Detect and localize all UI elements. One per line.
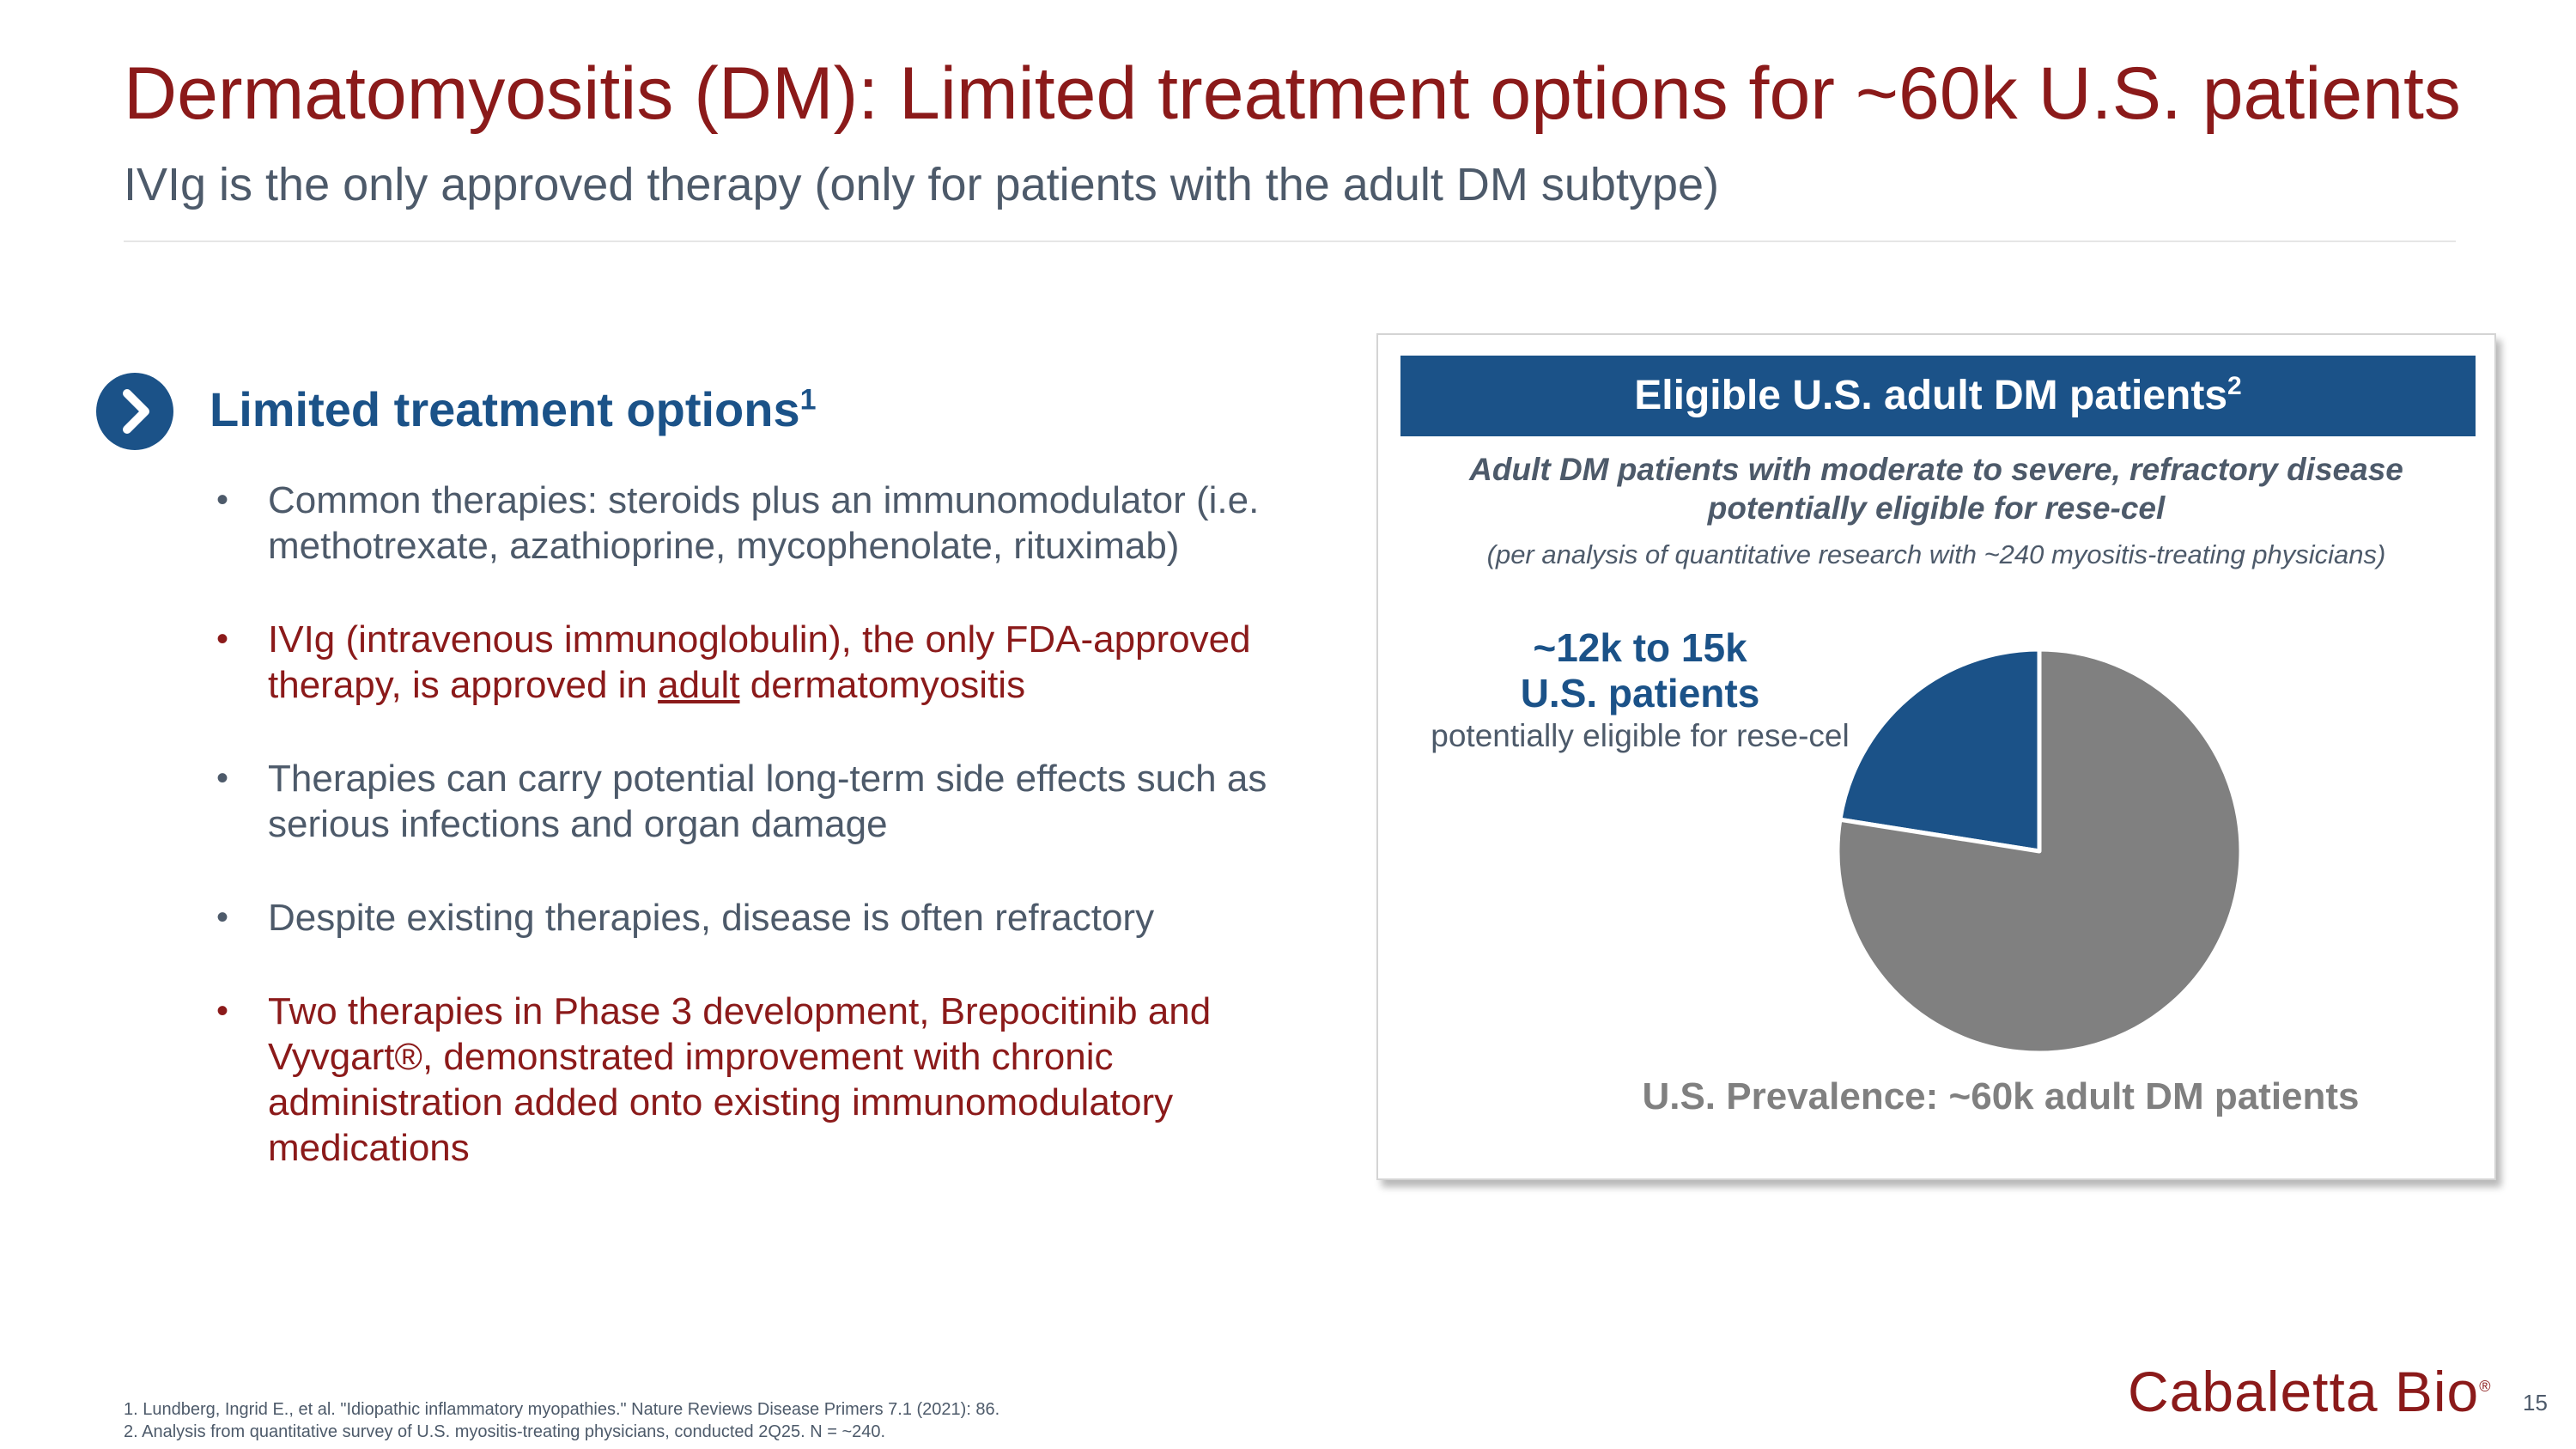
bullet-item: • Despite existing therapies, disease is… [216,895,1333,941]
bullet-text: Despite existing therapies, disease is o… [268,897,1155,939]
pie-chart [1835,647,2244,1056]
bullet-item: • Two therapies in Phase 3 development, … [216,989,1333,1171]
underlined-word: adult [658,664,740,706]
bullet-dot: • [216,620,229,658]
page-subtitle: IVIg is the only approved therapy (only … [124,159,1719,210]
panel-header-text: Eligible U.S. adult DM patients [1634,373,2228,418]
eligible-callout: ~12k to 15k U.S. patients potentially el… [1395,625,1885,756]
bullet-text: IVIg (intravenous immunoglobulin), the o… [268,618,1251,706]
logo-mark: ® [2479,1378,2492,1395]
pie-slice-1 [1838,647,2042,854]
footnotes: 1. Lundberg, Ingrid E., et al. "Idiopath… [124,1398,999,1443]
bullet-text: Two therapies in Phase 3 development, Br… [268,990,1212,1169]
footnote-ref: 1 [799,383,817,417]
page-title: Dermatomyositis (DM): Limited treatment … [124,52,2461,135]
chevron-right-circle-icon [96,373,173,450]
footnote-2: 2. Analysis from quantitative survey of … [124,1422,886,1441]
bullet-dot: • [216,992,229,1030]
bullet-dot: • [216,481,229,519]
footnote-1: 1. Lundberg, Ingrid E., et al. "Idiopath… [124,1400,1000,1419]
bullet-dot: • [216,898,229,936]
section-heading-text: Limited treatment options [210,382,800,436]
panel-header: Eligible U.S. adult DM patients2 [1400,356,2476,436]
logo-text: Cabaletta Bio [2128,1360,2480,1423]
bullet-text: Common therapies: steroids plus an immun… [268,479,1260,567]
section-heading: Limited treatment options1 [210,383,817,436]
title-divider [124,240,2456,242]
callout-sub: potentially eligible for rese-cel [1431,718,1850,753]
bullet-list: • Common therapies: steroids plus an imm… [216,478,1333,1219]
callout-unit: U.S. patients [1520,671,1760,715]
bullet-item: • Common therapies: steroids plus an imm… [216,478,1333,569]
panel-description: Adult DM patients with moderate to sever… [1469,452,2403,526]
panel-note: (per analysis of quantitative research w… [1486,539,2386,569]
bullet-text: dermatomyositis [739,664,1026,706]
bullet-item: • IVIg (intravenous immunoglobulin), the… [216,617,1333,708]
pie-slice-2 [1835,647,2244,1056]
bullet-dot: • [216,759,229,797]
callout-range: ~12k to 15k [1533,625,1747,670]
prevalence-label: U.S. Prevalence: ~60k adult DM patients [1642,1075,2360,1117]
footnote-ref: 2 [2227,372,2242,400]
company-logo: Cabaletta Bio® [2128,1359,2492,1424]
eligible-patients-panel: Eligible U.S. adult DM patients2 Adult D… [1376,333,2496,1180]
bullet-item: • Therapies can carry potential long-ter… [216,756,1333,847]
bullet-text: Therapies can carry potential long-term … [268,758,1267,845]
page-number: 15 [2523,1390,2548,1416]
